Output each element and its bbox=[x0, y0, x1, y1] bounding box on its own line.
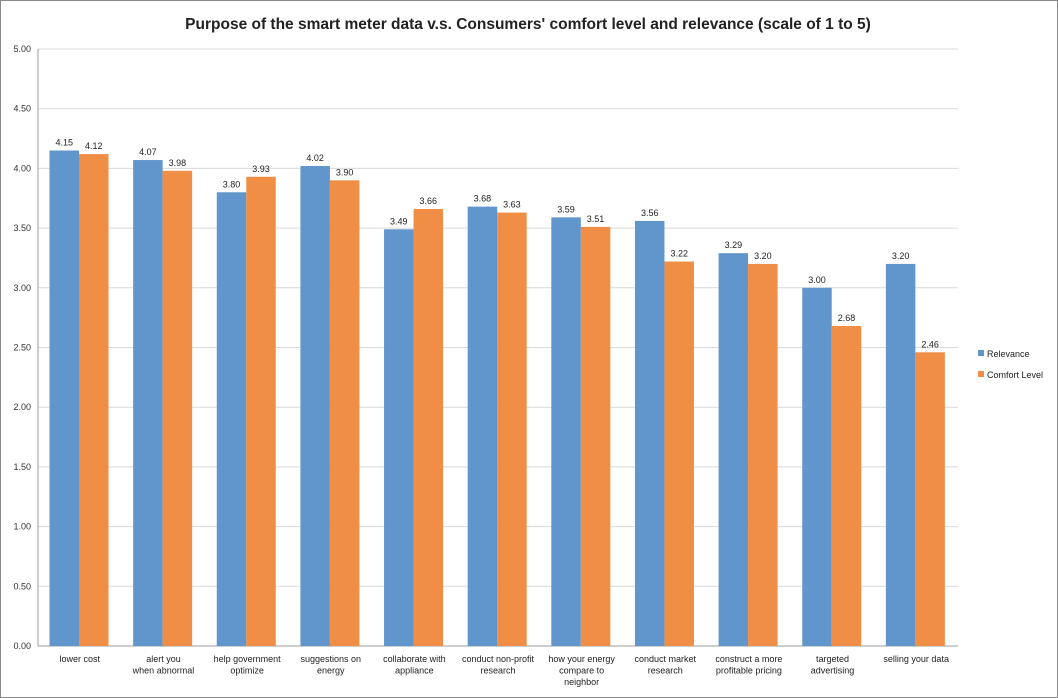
x-tick-label: suggestions on bbox=[300, 654, 361, 664]
data-label: 3.98 bbox=[169, 158, 187, 168]
x-tick-label: help government bbox=[214, 654, 282, 664]
chart-title: Purpose of the smart meter data v.s. Con… bbox=[185, 16, 871, 33]
data-label: 3.49 bbox=[390, 216, 408, 226]
x-tick-label: lower cost bbox=[60, 654, 101, 664]
data-label: 2.68 bbox=[838, 313, 856, 323]
x-tick-label: research bbox=[648, 666, 683, 676]
x-tick-label: targeted bbox=[816, 654, 849, 664]
data-label: 4.12 bbox=[85, 141, 103, 151]
data-label: 4.02 bbox=[306, 153, 324, 163]
y-tick-label: 4.00 bbox=[13, 163, 31, 173]
bar-comfort-level bbox=[831, 326, 862, 646]
bar-comfort-level bbox=[497, 212, 527, 646]
bar-comfort-level bbox=[162, 170, 193, 646]
x-tick-label: compare to bbox=[559, 666, 604, 676]
data-label: 3.29 bbox=[725, 240, 743, 250]
data-label: 4.07 bbox=[139, 147, 157, 157]
bar-comfort-level bbox=[246, 176, 276, 646]
data-label: 3.93 bbox=[252, 164, 270, 174]
bar-comfort-level bbox=[79, 154, 109, 646]
y-tick-label: 2.50 bbox=[13, 343, 31, 353]
bar-relevance bbox=[802, 287, 832, 646]
data-label: 3.22 bbox=[670, 249, 688, 259]
x-tick-label: selling your data bbox=[883, 654, 949, 664]
x-tick-label: appliance bbox=[395, 666, 434, 676]
data-label: 3.80 bbox=[223, 179, 241, 189]
bar-relevance bbox=[216, 192, 247, 646]
legend-swatch bbox=[978, 371, 984, 377]
bar-relevance bbox=[384, 229, 414, 646]
y-tick-label: 0.00 bbox=[13, 641, 31, 651]
bar-comfort-level bbox=[413, 208, 444, 646]
bar-comfort-level bbox=[664, 261, 694, 646]
data-label: 3.90 bbox=[336, 167, 354, 177]
legend-swatch bbox=[978, 350, 984, 356]
y-tick-label: 4.50 bbox=[13, 104, 31, 114]
data-label: 3.56 bbox=[641, 208, 659, 218]
data-label: 4.15 bbox=[55, 137, 73, 147]
x-tick-label: neighbor bbox=[564, 677, 599, 687]
bar-relevance bbox=[133, 160, 163, 647]
x-tick-label: conduct market bbox=[635, 654, 697, 664]
y-tick-label: 1.00 bbox=[13, 522, 31, 532]
y-tick-label: 2.00 bbox=[13, 402, 31, 412]
y-tick-label: 1.50 bbox=[13, 462, 31, 472]
x-tick-label: collaborate with bbox=[383, 654, 446, 664]
data-label: 3.63 bbox=[503, 200, 521, 210]
x-tick-label: alert you bbox=[146, 654, 181, 664]
legend-label: Comfort Level bbox=[987, 370, 1043, 380]
x-tick-label: advertising bbox=[811, 666, 855, 676]
data-label: 3.00 bbox=[808, 275, 826, 285]
x-tick-label: optimize bbox=[230, 666, 264, 676]
bar-relevance bbox=[467, 206, 498, 646]
bar-relevance bbox=[551, 217, 581, 646]
data-label: 3.59 bbox=[557, 204, 575, 214]
data-label: 2.46 bbox=[921, 339, 939, 349]
bar-relevance bbox=[718, 253, 749, 646]
data-label: 3.20 bbox=[892, 251, 910, 261]
bar-relevance bbox=[49, 150, 79, 647]
data-label: 3.68 bbox=[474, 194, 492, 204]
x-tick-label: research bbox=[480, 666, 515, 676]
y-tick-label: 0.50 bbox=[13, 581, 31, 591]
bar-relevance bbox=[300, 166, 330, 646]
y-tick-label: 3.00 bbox=[13, 283, 31, 293]
y-tick-label: 5.00 bbox=[13, 44, 31, 54]
x-tick-label: profitable pricing bbox=[716, 666, 782, 676]
x-tick-label: how your energy bbox=[548, 654, 615, 664]
bar-comfort-level bbox=[329, 180, 360, 646]
bar-comfort-level bbox=[748, 263, 778, 646]
bar-comfort-level bbox=[915, 352, 945, 646]
x-tick-label: energy bbox=[317, 666, 345, 676]
legend-label: Relevance bbox=[987, 349, 1030, 359]
data-label: 3.51 bbox=[587, 214, 605, 224]
x-tick-label: when abnormal bbox=[132, 666, 195, 676]
data-label: 3.20 bbox=[754, 251, 772, 261]
data-label: 3.66 bbox=[420, 196, 438, 206]
bar-relevance bbox=[634, 220, 665, 646]
x-tick-label: construct a more bbox=[715, 654, 782, 664]
bar-comfort-level bbox=[580, 226, 611, 646]
bar-relevance bbox=[885, 263, 916, 646]
y-tick-label: 3.50 bbox=[13, 223, 31, 233]
x-tick-label: conduct non-profit bbox=[462, 654, 535, 664]
